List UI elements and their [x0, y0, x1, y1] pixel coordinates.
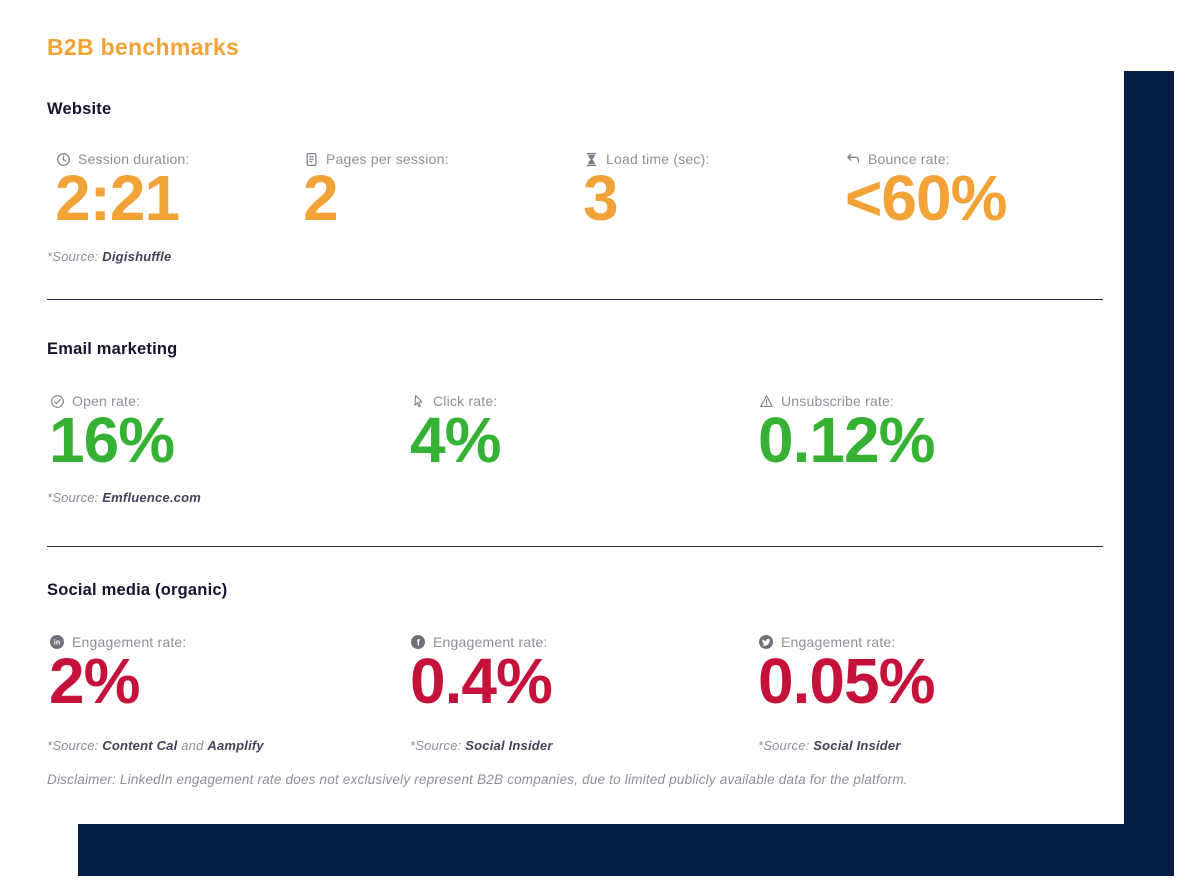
source-prefix: *Source:	[758, 738, 814, 753]
source-prefix: *Source:	[47, 490, 103, 505]
metric-label: Bounce rate:	[868, 151, 950, 167]
section-heading-email: Email marketing	[47, 340, 178, 358]
metric-label: Engagement rate:	[781, 634, 896, 650]
metric-label: Click rate:	[433, 393, 498, 409]
source-conjunction: and	[177, 738, 208, 753]
warning-triangle-icon	[758, 393, 774, 409]
source-note-website: *Source: Digishuffle	[47, 249, 171, 264]
metric-label-row: Open rate:	[49, 392, 174, 410]
metric-value: 2	[303, 162, 339, 234]
metric-session-duration: Session duration: 2:21	[55, 150, 190, 230]
metric-value: 2%	[49, 645, 140, 717]
frame-bottom-bar	[78, 824, 1174, 876]
svg-text:in: in	[54, 640, 61, 647]
metric-label-row: Pages per session:	[303, 150, 449, 168]
metric-facebook-engagement: f Engagement rate: 0.4%	[410, 633, 553, 717]
metric-value: <60%	[845, 162, 1007, 234]
source-note-facebook: *Source: Social Insider	[410, 738, 553, 753]
metric-label-row: f Engagement rate:	[410, 633, 552, 651]
frame-right-bar	[1124, 71, 1174, 876]
section-email-marketing: Email marketing Open rate: 16% Click rat…	[47, 340, 1103, 520]
clock-icon	[55, 151, 71, 167]
source-note-twitter: *Source: Social Insider	[758, 738, 901, 753]
metric-value: 2:21	[55, 162, 180, 234]
source-name: Aamplify	[207, 738, 264, 753]
metric-label: Session duration:	[78, 151, 190, 167]
twitter-icon	[758, 634, 774, 650]
section-social-media: Social media (organic) in Engagement rat…	[47, 581, 1103, 781]
facebook-icon: f	[410, 634, 426, 650]
source-name: Social Insider	[813, 738, 901, 753]
metric-load-time: Load time (sec): 3	[583, 150, 710, 230]
page-title: B2B benchmarks	[47, 34, 240, 60]
cursor-icon	[410, 393, 426, 409]
metric-linkedin-engagement: in Engagement rate: 2%	[49, 633, 187, 713]
metric-label: Engagement rate:	[433, 634, 548, 650]
source-name: Social Insider	[465, 738, 553, 753]
source-note-linkedin: *Source: Content Cal and Aamplify	[47, 738, 264, 753]
section-website: Website Session duration: 2:21 Pages per…	[47, 100, 1103, 280]
metric-label-row: Click rate:	[410, 392, 501, 410]
metric-unsubscribe-rate: Unsubscribe rate: 0.12%	[758, 392, 935, 476]
hourglass-icon	[583, 151, 599, 167]
source-name: Digishuffle	[102, 249, 172, 264]
metric-label-row: in Engagement rate:	[49, 633, 187, 651]
metric-label-row: Bounce rate:	[845, 150, 1006, 168]
metric-value: 0.12%	[758, 404, 935, 476]
disclaimer-text: Disclaimer: LinkedIn engagement rate doe…	[47, 772, 908, 787]
bounce-arrow-icon	[845, 151, 861, 167]
metric-open-rate: Open rate: 16%	[49, 392, 175, 476]
metric-value: 0.4%	[410, 645, 553, 717]
section-divider	[47, 546, 1103, 547]
metric-label-row: Unsubscribe rate:	[758, 392, 934, 410]
metric-value: 4%	[410, 404, 501, 476]
metric-label-row: Engagement rate:	[758, 633, 934, 651]
linkedin-icon: in	[49, 634, 65, 650]
metric-click-rate: Click rate: 4%	[410, 392, 501, 472]
check-circle-icon	[49, 393, 65, 409]
pages-icon	[303, 151, 319, 167]
metric-value: 3	[583, 162, 619, 234]
source-name: Emfluence.com	[102, 490, 201, 505]
source-note-email: *Source: Emfluence.com	[47, 490, 201, 505]
metric-label: Engagement rate:	[72, 634, 187, 650]
metric-label: Open rate:	[72, 393, 141, 409]
metric-label: Load time (sec):	[606, 151, 710, 167]
svg-text:f: f	[417, 637, 421, 647]
section-heading-social: Social media (organic)	[47, 581, 228, 599]
metric-twitter-engagement: Engagement rate: 0.05%	[758, 633, 935, 717]
metric-value: 0.05%	[758, 645, 935, 717]
metric-pages-per-session: Pages per session: 2	[303, 150, 449, 230]
metric-value: 16%	[49, 404, 175, 476]
metric-label-row: Load time (sec):	[583, 150, 710, 168]
source-prefix: *Source:	[410, 738, 466, 753]
source-prefix: *Source:	[47, 738, 103, 753]
metric-bounce-rate: Bounce rate: <60%	[845, 150, 1007, 234]
metric-label: Pages per session:	[326, 151, 449, 167]
metric-label: Unsubscribe rate:	[781, 393, 895, 409]
source-prefix: *Source:	[47, 249, 103, 264]
source-name: Content Cal	[102, 738, 178, 753]
metric-label-row: Session duration:	[55, 150, 190, 168]
section-divider	[47, 299, 1103, 300]
section-heading-website: Website	[47, 100, 112, 118]
